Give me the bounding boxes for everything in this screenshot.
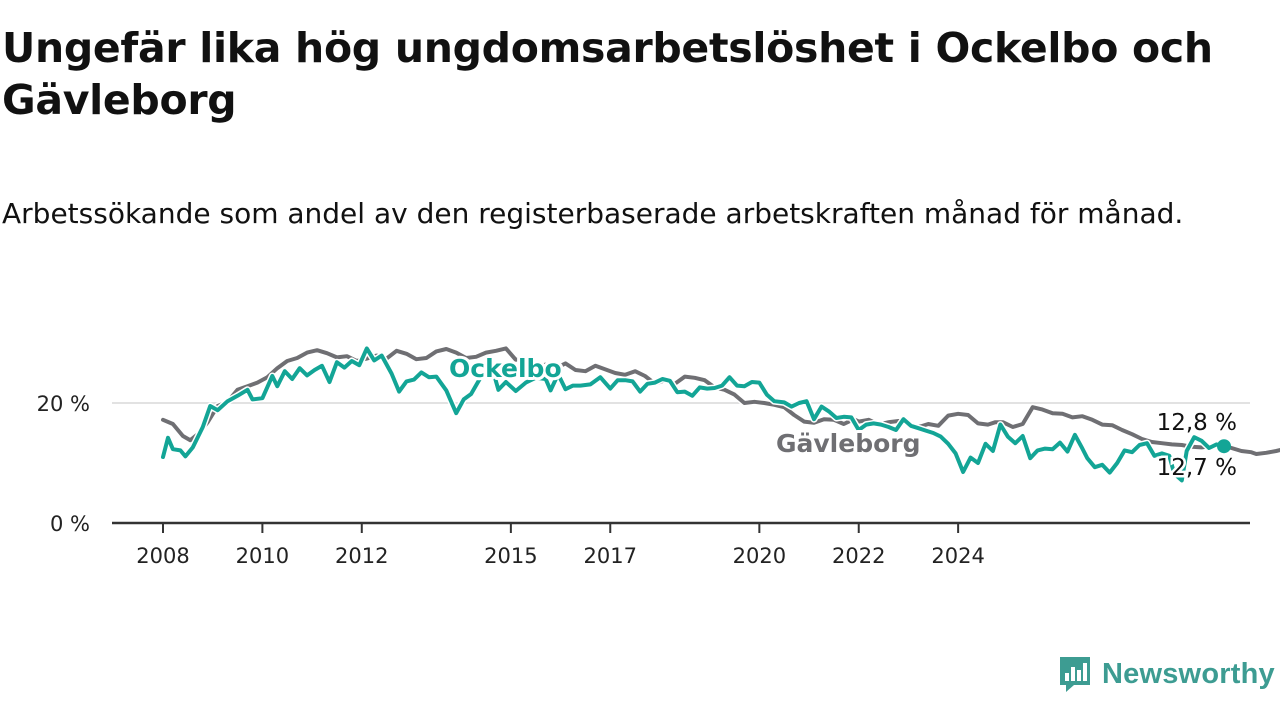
x-tick-label: 2008	[136, 544, 189, 568]
x-tick-label: 2012	[335, 544, 388, 568]
x-tick-label: 2024	[931, 544, 984, 568]
x-tick-label: 2010	[236, 544, 289, 568]
series-line-ockelbo	[161, 346, 1226, 483]
brand-name: Newsworthy	[1102, 657, 1275, 690]
series-name-label-ockelbo: Ockelbo	[449, 354, 562, 383]
y-tick-label: 0 %	[50, 512, 90, 536]
series-line-gvleborg	[161, 346, 1280, 456]
series-halo-gvleborg	[159, 344, 1280, 458]
chart-title: Ungefär lika hög ungdomsarbetslöshet i O…	[2, 24, 1213, 124]
newsworthy-logo-icon	[1060, 657, 1090, 692]
x-tick-label: 2017	[584, 544, 637, 568]
end-value-ockelbo: 12,8 %	[1157, 410, 1237, 436]
x-tick-label: 2015	[484, 544, 537, 568]
axes: 0 % 20 % 2008 2010 2012 2015 2017 2020 2022 2024	[37, 392, 1250, 568]
end-dot-ockelbo	[1217, 439, 1231, 454]
y-tick-label: 20 %	[37, 392, 90, 416]
series-name-label-gavleborg: Gävleborg	[776, 429, 921, 458]
series-labels: Ockelbo Gävleborg 12,8 % 12,7 %	[446, 351, 1240, 484]
chart-subtitle: Arbetssökande som andel av den registerb…	[2, 197, 1184, 230]
brand-logo: Newsworthy	[1058, 654, 1275, 694]
x-tick-label: 2020	[733, 544, 786, 568]
end-value-gavleborg: 12,7 %	[1157, 455, 1237, 481]
x-tick-label: 2022	[832, 544, 885, 568]
series-lines	[159, 344, 1280, 484]
